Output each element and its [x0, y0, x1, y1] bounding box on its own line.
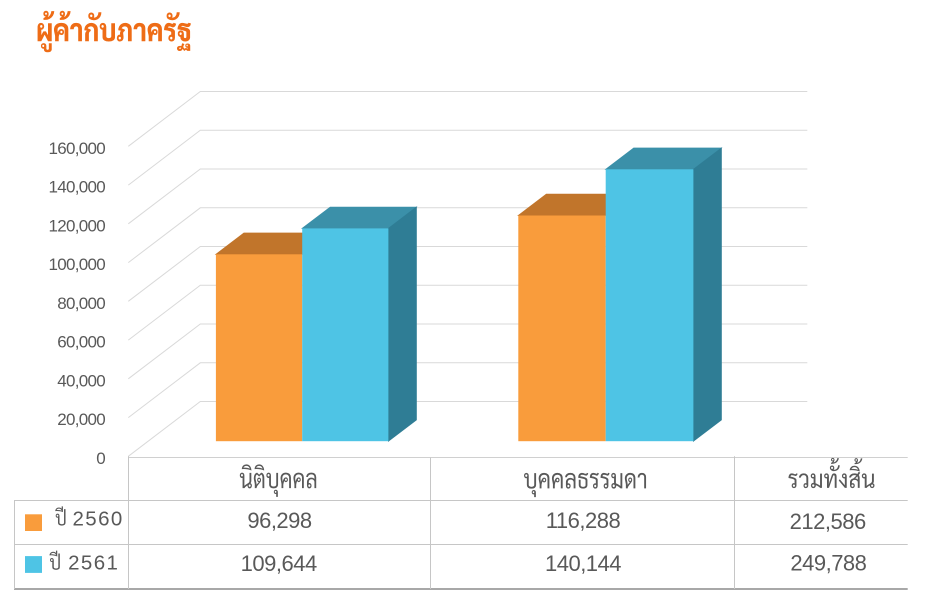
svg-text:109,644: 109,644 — [241, 551, 317, 576]
svg-text:40,000: 40,000 — [57, 371, 105, 390]
svg-text:2561: 2561 — [68, 552, 119, 575]
svg-text:60,000: 60,000 — [57, 333, 105, 352]
svg-text:116,288: 116,288 — [546, 508, 621, 533]
svg-text:20,000: 20,000 — [57, 410, 105, 429]
svg-text:140,144: 140,144 — [545, 551, 621, 576]
svg-text:212,586: 212,586 — [790, 509, 866, 534]
svg-text:249,788: 249,788 — [790, 550, 866, 575]
svg-text:160,000: 160,000 — [48, 139, 105, 158]
svg-text:0: 0 — [96, 449, 105, 468]
svg-text:96,298: 96,298 — [247, 508, 312, 533]
svg-text:140,000: 140,000 — [48, 178, 105, 197]
svg-text:100,000: 100,000 — [48, 255, 105, 274]
svg-text:120,000: 120,000 — [48, 216, 105, 235]
svg-text:80,000: 80,000 — [57, 294, 105, 313]
svg-text:2560: 2560 — [73, 507, 124, 530]
